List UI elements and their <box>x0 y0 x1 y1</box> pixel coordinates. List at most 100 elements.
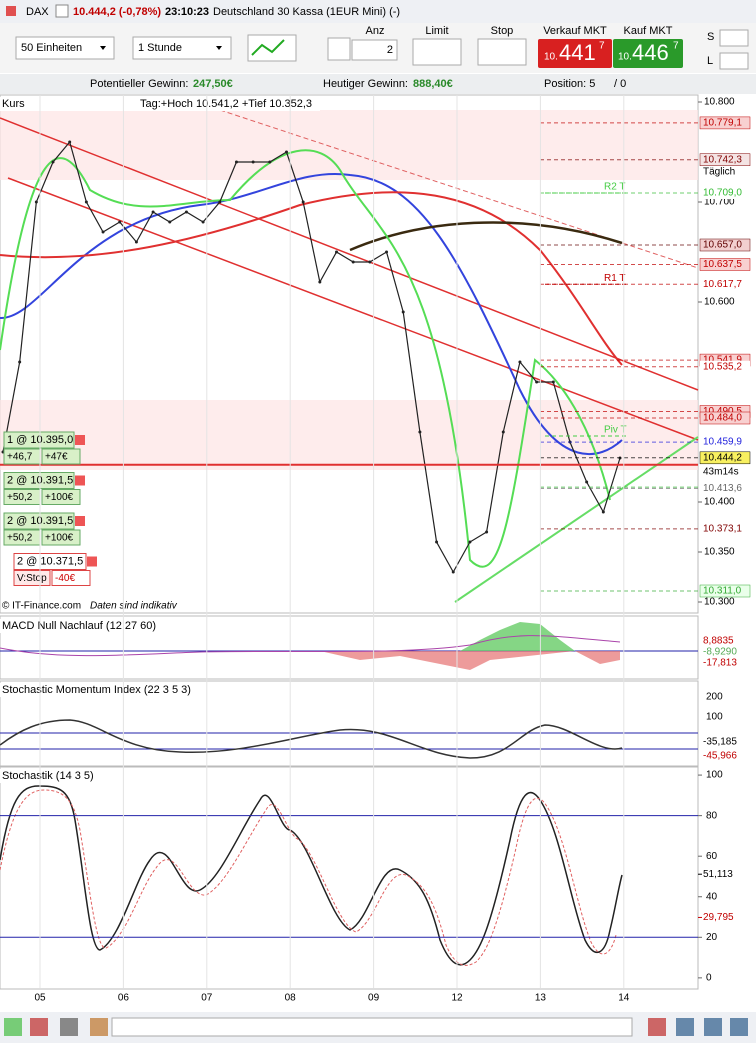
pivot-label: R1 T <box>604 273 626 284</box>
change: 10.444,2 (-0,78%) <box>73 6 161 18</box>
level-label: 10.742,3 <box>703 154 742 165</box>
price-point <box>18 360 22 364</box>
macd-label: -8,9290 <box>703 647 737 658</box>
order-sub <box>41 448 81 465</box>
close-button[interactable] <box>87 556 97 567</box>
checkbox[interactable] <box>55 4 69 18</box>
arrow <box>100 46 106 50</box>
qty-input[interactable] <box>351 39 398 61</box>
y-tick-label: 10.300 <box>704 597 735 608</box>
order-points: +50,2 <box>7 492 33 503</box>
tool-button[interactable] <box>4 1018 22 1036</box>
zoom-button[interactable] <box>704 1018 722 1036</box>
moving-average <box>0 173 623 456</box>
units-select[interactable] <box>15 36 115 60</box>
plot-area <box>0 766 699 990</box>
limit-button[interactable] <box>412 38 462 66</box>
smi-label: -45,966 <box>703 751 737 762</box>
moving-average <box>0 191 623 366</box>
level-box <box>700 522 750 535</box>
day-range: Tag:+Hoch 10.541,2 +Tief 10.352,3 <box>140 98 312 110</box>
level-label: 10.709,0 <box>703 188 742 199</box>
y-tick-label: 10.800 <box>704 97 735 108</box>
order-box <box>3 431 75 449</box>
position-label: Position: 5 <box>544 78 595 90</box>
buy-button[interactable] <box>613 39 683 68</box>
y-tick-label: 100 <box>706 712 723 723</box>
y-tick-label: 20 <box>706 932 718 943</box>
y-tick-label: 10.600 <box>704 297 735 308</box>
buy-main: 446 <box>632 40 669 65</box>
s-label: S <box>707 31 714 43</box>
level-box <box>700 482 750 495</box>
level-box <box>699 238 751 252</box>
y-tick-label: 80 <box>706 810 718 821</box>
y-tick-label: 200 <box>706 692 723 703</box>
price-point <box>51 160 55 164</box>
level-box <box>700 360 750 373</box>
zoom-button[interactable] <box>676 1018 694 1036</box>
x-tick-label: 05 <box>34 993 46 1004</box>
zoom-button[interactable] <box>730 1018 748 1036</box>
tool-button[interactable] <box>30 1018 48 1036</box>
header <box>0 683 240 697</box>
x-tick-label: 13 <box>535 993 547 1004</box>
value-label: 51,113 <box>703 869 733 880</box>
x-tick-label: 08 <box>285 993 297 1004</box>
buy-label: Kauf MKT <box>624 25 673 37</box>
l-input[interactable] <box>719 52 749 70</box>
tool-button[interactable] <box>90 1018 108 1036</box>
y-tick-label: 100 <box>706 770 723 781</box>
price-point <box>418 430 422 434</box>
price-point <box>234 160 238 164</box>
countdown: 43m14s <box>703 466 739 477</box>
order-box <box>3 472 75 489</box>
tool-button[interactable] <box>327 37 351 61</box>
price-point <box>535 380 539 384</box>
y-tick-label: 60 <box>706 851 718 862</box>
level-label: 10.413,6 <box>703 483 742 494</box>
today-label: Heutiger Gewinn: <box>323 78 408 90</box>
price-point <box>134 240 138 244</box>
price-point <box>451 570 455 574</box>
level-label: 10.490,5 <box>703 406 742 417</box>
level-label: 10.484,0 <box>703 413 742 424</box>
level-label: 10.617,7 <box>703 279 742 290</box>
interval-select[interactable] <box>132 36 232 60</box>
qty-label: Anz <box>366 25 385 37</box>
close-button[interactable] <box>75 516 85 526</box>
tool-button[interactable] <box>648 1018 666 1036</box>
s-input[interactable] <box>719 29 749 47</box>
x-tick-label: 12 <box>451 993 463 1004</box>
price-point <box>351 260 355 264</box>
level-label: 10.444,2 <box>703 452 742 463</box>
value-label: 29,795 <box>703 912 734 923</box>
tool-button[interactable] <box>60 1018 78 1036</box>
close-button[interactable] <box>75 475 85 486</box>
stop-button[interactable] <box>477 38 527 66</box>
position-sep: / 0 <box>614 78 626 90</box>
smi-label: -35,185 <box>703 737 737 748</box>
x-tick-label: 06 <box>118 993 130 1004</box>
level-label: 10.459,9 <box>703 437 742 448</box>
today: 888,40€ <box>413 78 453 90</box>
level-label: 10.541,9 <box>703 355 742 366</box>
histogram <box>320 651 620 670</box>
level-box <box>699 153 751 166</box>
indicator-line <box>0 149 611 568</box>
scrollbar[interactable] <box>111 1017 633 1037</box>
price-point <box>318 280 322 284</box>
level-box <box>700 187 750 199</box>
price-point <box>101 230 105 234</box>
symbol: DAX <box>26 6 49 18</box>
level-box <box>699 258 751 271</box>
sell-button[interactable] <box>538 39 612 68</box>
chart-type-button[interactable] <box>247 34 297 62</box>
stop-label: Stop <box>491 25 514 37</box>
title-bar <box>0 0 756 23</box>
info-bar <box>0 74 756 94</box>
close-button[interactable] <box>75 435 85 445</box>
price-point <box>84 200 88 204</box>
order-profit: +47€ <box>45 452 68 463</box>
limit-label: Limit <box>425 25 448 37</box>
